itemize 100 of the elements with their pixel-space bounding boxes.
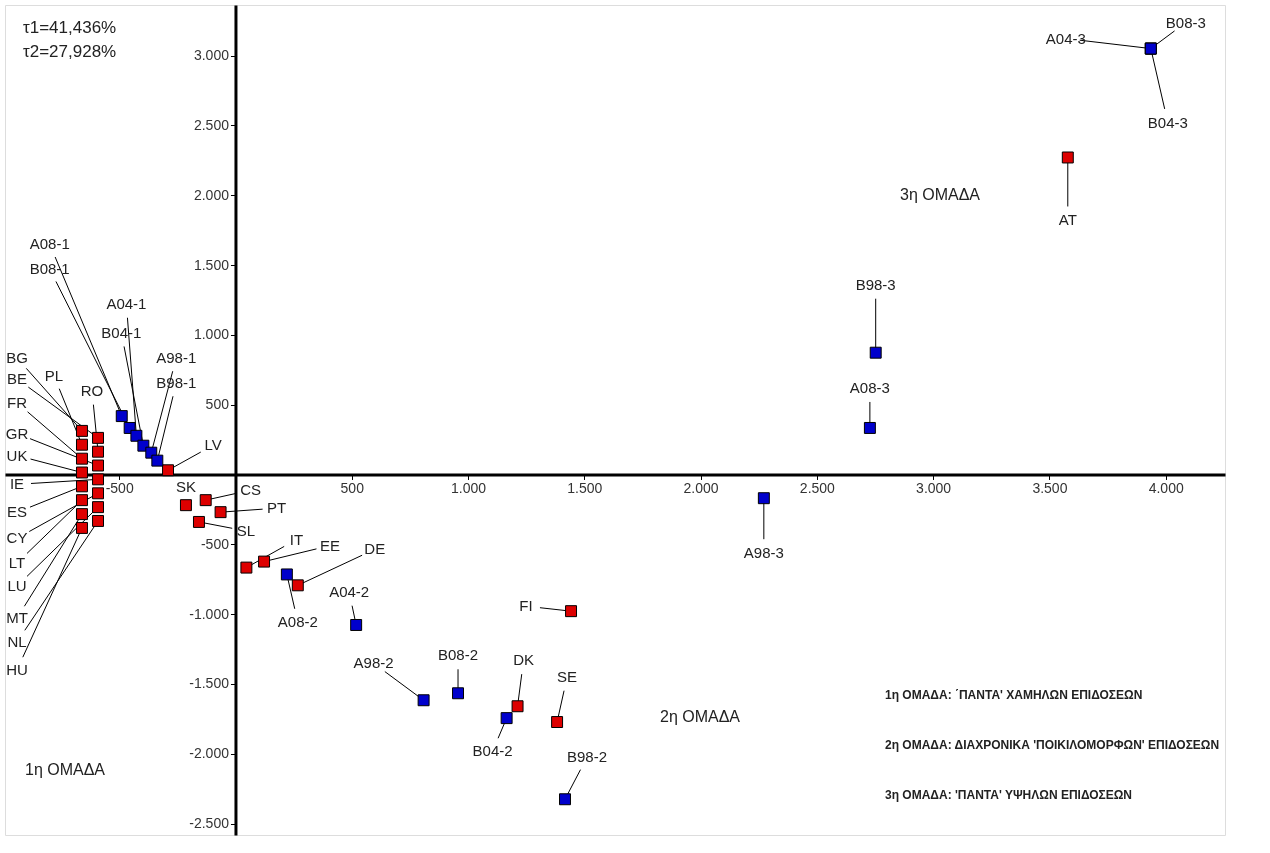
point [1061, 151, 1074, 164]
data-label: FR [6, 393, 28, 411]
data-label: B08-3 [1165, 13, 1206, 31]
data-label: HU [6, 660, 28, 678]
point [76, 508, 88, 521]
y-tick-label: 2.500 [193, 116, 230, 133]
annotation: 1η ΟΜΑΔΑ: ΄ΠΑΝΤΑ' ΧΑΜΗΛΩΝ ΕΠΙΔΟΣΕΩΝ [885, 688, 1143, 702]
annotation: 1η ΟΜΑΔΑ [24, 761, 106, 778]
data-label: IT [289, 530, 304, 548]
point [869, 346, 882, 359]
data-label: GR [5, 424, 29, 442]
data-label: SK [175, 478, 196, 496]
data-label: DK [513, 651, 534, 669]
x-tick-label: 3.000 [916, 479, 952, 496]
point [92, 445, 104, 458]
point [76, 452, 88, 465]
x-tick-label: -500 [105, 479, 134, 496]
point [92, 431, 104, 444]
y-tick-label: 1.000 [193, 326, 230, 343]
y-tick-label: -1.000 [189, 605, 230, 622]
annotation: 2η ΟΜΑΔΑ [659, 708, 741, 725]
y-tick-label: -1.500 [189, 675, 230, 692]
x-tick-label: 3.500 [1032, 479, 1068, 496]
y-tick-label: 3.000 [193, 47, 230, 64]
data-label: CS [240, 481, 262, 499]
data-label: PL [44, 366, 64, 384]
data-label: A98-2 [353, 654, 394, 672]
point [115, 410, 128, 423]
data-label: A04-2 [329, 582, 370, 600]
annotation: τ1=41,436% [23, 18, 117, 37]
data-label: FI [519, 597, 533, 615]
data-label: A04-1 [106, 294, 147, 312]
y-tick-label: -500 [200, 535, 230, 552]
point [559, 793, 571, 806]
data-label: B08-2 [438, 646, 479, 664]
point [192, 515, 205, 528]
data-label: LT [8, 554, 26, 572]
point [214, 506, 227, 519]
point [500, 712, 513, 725]
point [280, 568, 293, 581]
point [76, 480, 88, 493]
data-label: CY [6, 529, 28, 547]
point [258, 555, 271, 568]
data-label: BE [7, 369, 28, 387]
point [76, 424, 88, 437]
point [92, 459, 104, 472]
data-label: EE [320, 536, 341, 554]
x-tick-label: 500 [340, 479, 365, 496]
x-tick-label: 2.500 [799, 479, 836, 496]
data-label: A04-3 [1045, 29, 1086, 47]
data-label: A08-3 [849, 378, 890, 396]
data-label: MT [6, 609, 28, 627]
point [162, 464, 174, 477]
y-tick-label: -2.000 [189, 745, 230, 762]
annotation: 3η ΟΜΑΔΑ [899, 186, 981, 203]
x-tick-label: 2.000 [683, 479, 719, 496]
point [199, 494, 212, 507]
point [76, 494, 88, 507]
y-tick-label: -2.500 [189, 815, 230, 832]
data-label: A98-1 [156, 348, 197, 366]
data-label: PT [267, 499, 287, 517]
data-label: A08-1 [29, 235, 70, 253]
y-tick-label: 500 [205, 396, 230, 413]
point [757, 492, 770, 505]
point [92, 514, 104, 527]
data-label: A98-3 [743, 544, 784, 562]
point [76, 466, 88, 479]
data-label: SE [557, 668, 578, 686]
data-label: IE [9, 475, 25, 493]
point [151, 454, 164, 467]
point [130, 429, 143, 442]
y-tick-label: 1.500 [193, 256, 230, 273]
point [240, 561, 253, 574]
x-tick-label: 4.000 [1148, 479, 1184, 496]
data-label: B04-3 [1147, 113, 1188, 131]
point [511, 700, 524, 713]
data-label: B98-2 [566, 748, 608, 766]
annotation: τ2=27,928% [23, 42, 117, 61]
point [551, 716, 564, 729]
y-tick-label: 2.000 [193, 186, 230, 203]
annotation: 2η ΟΜΑΔΑ: ΔΙΑΧΡΟΝΙΚΑ 'ΠΟΙΚΙΛΟΜΟΡΦΩΝ' ΕΠΙΔΟΣΕΩΝ [885, 738, 1220, 752]
data-label: BG [6, 348, 28, 366]
point [76, 438, 88, 451]
point [92, 501, 104, 514]
data-label: ES [6, 503, 27, 521]
point [452, 687, 464, 700]
point [179, 499, 192, 512]
data-label: SL [236, 521, 256, 539]
data-label: B98-3 [855, 275, 896, 293]
annotation: 3η ΟΜΑΔΑ: 'ΠΑΝΤΑ' ΥΨΗΛΩΝ ΕΠΙΔΟΣΕΩΝ [885, 788, 1133, 802]
data-label: A08-2 [277, 613, 318, 631]
point [76, 521, 88, 534]
point [92, 473, 104, 486]
data-label: LU [7, 577, 27, 595]
point [417, 694, 430, 707]
data-label: LV [204, 436, 222, 454]
point [291, 579, 304, 592]
data-label: AT [1058, 211, 1077, 229]
data-label: B04-2 [472, 742, 513, 760]
data-label: NL [7, 632, 27, 650]
